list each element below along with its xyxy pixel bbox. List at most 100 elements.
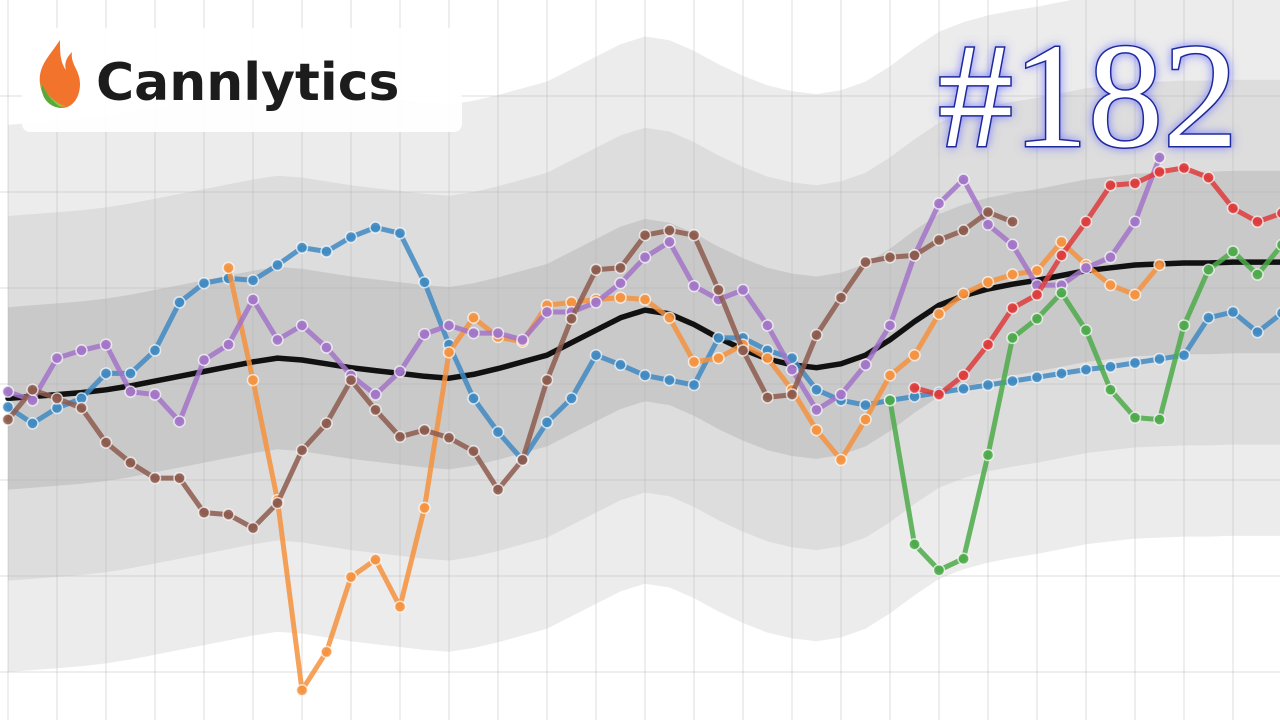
point (369, 403, 382, 417)
point (344, 230, 358, 244)
point (712, 331, 725, 345)
point (320, 341, 333, 354)
point (1030, 264, 1044, 277)
point (124, 456, 137, 469)
point (418, 501, 431, 515)
point (75, 401, 88, 415)
point (124, 385, 137, 398)
point (246, 521, 260, 535)
point (393, 430, 407, 444)
point (1006, 331, 1019, 345)
point (222, 261, 235, 275)
logo: Cannlytics (22, 28, 462, 132)
point (393, 365, 407, 378)
point (1153, 258, 1166, 272)
point (26, 417, 39, 430)
point (467, 392, 480, 405)
point (736, 283, 750, 297)
point (442, 346, 456, 359)
point (26, 383, 39, 397)
point (295, 319, 309, 332)
point (1006, 301, 1019, 315)
point (369, 388, 382, 401)
point (491, 425, 505, 439)
point (442, 431, 456, 445)
point (148, 471, 162, 485)
point (908, 249, 921, 262)
point (148, 344, 162, 357)
point (271, 258, 284, 272)
point (1104, 251, 1117, 264)
point (908, 538, 921, 551)
point (638, 228, 652, 242)
point (295, 241, 309, 254)
point (1079, 323, 1093, 337)
point (271, 333, 284, 347)
point (491, 483, 505, 496)
point (148, 388, 162, 401)
point (1006, 238, 1019, 252)
point (1275, 238, 1280, 251)
point (516, 333, 529, 347)
point (883, 394, 897, 407)
point (932, 563, 946, 577)
point (1030, 371, 1044, 384)
point (957, 173, 970, 186)
point (1, 385, 15, 398)
point (1153, 151, 1166, 164)
point (75, 344, 88, 357)
point (1128, 288, 1142, 301)
point (222, 508, 235, 521)
point (320, 245, 333, 258)
point (99, 436, 113, 449)
point (1006, 215, 1019, 229)
point (834, 291, 848, 304)
point (1202, 311, 1215, 325)
point (124, 367, 137, 380)
point (1030, 312, 1044, 325)
point (1055, 249, 1068, 262)
point (1128, 411, 1142, 424)
point (834, 388, 848, 401)
point (981, 205, 995, 219)
point (810, 403, 823, 417)
point (418, 327, 431, 341)
point (1202, 171, 1215, 184)
point (246, 293, 260, 306)
point (1251, 215, 1264, 229)
point (736, 344, 750, 357)
point (565, 312, 578, 325)
point (1226, 245, 1240, 258)
point (932, 388, 946, 401)
point (197, 353, 211, 367)
point (810, 423, 823, 437)
episode-number: #182 (938, 13, 1238, 179)
mean-line (5, 259, 1280, 402)
point (638, 293, 652, 306)
point (271, 496, 284, 510)
point (442, 319, 456, 332)
point (1226, 202, 1240, 215)
point (1055, 367, 1068, 380)
point (1006, 374, 1019, 388)
point (761, 391, 774, 404)
point (761, 319, 774, 332)
series-line (912, 165, 1280, 398)
point (614, 261, 627, 275)
point (932, 197, 946, 210)
point (687, 355, 701, 369)
point (589, 296, 603, 309)
lines (1, 151, 1280, 697)
point (246, 373, 260, 387)
point (1079, 261, 1093, 275)
point (173, 471, 186, 485)
point (1202, 263, 1215, 277)
point (1177, 348, 1191, 362)
point (1104, 360, 1117, 373)
point (1153, 165, 1166, 179)
point (638, 369, 652, 382)
point (883, 369, 897, 382)
point (344, 570, 358, 584)
point (981, 218, 995, 231)
point (883, 251, 897, 264)
